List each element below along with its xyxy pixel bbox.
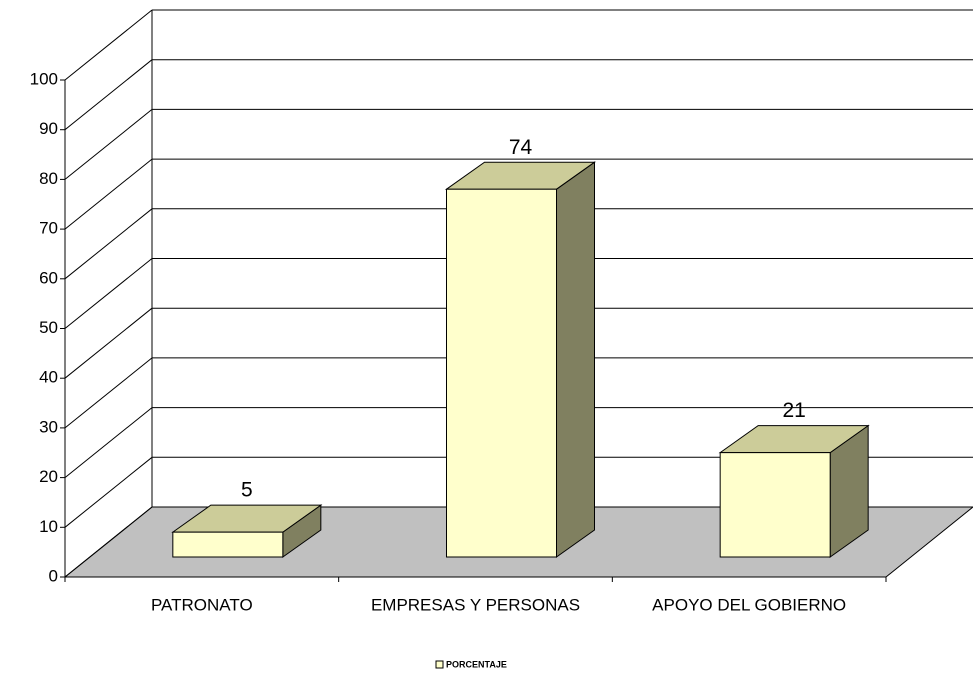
- side-grid-line: [64, 407, 153, 478]
- bar-front: [446, 188, 557, 558]
- side-grid-line: [64, 506, 153, 578]
- side-grid-line: [64, 307, 153, 379]
- x-tick-label: PATRONATO: [151, 595, 253, 614]
- legend-swatch: [435, 660, 444, 669]
- bar: [718, 424, 870, 558]
- bar-front: [719, 452, 831, 558]
- value-label: 21: [782, 399, 805, 422]
- y-tick-label: 70: [39, 219, 58, 238]
- y-tick-label: 60: [39, 268, 58, 287]
- y-tick-label: 50: [39, 318, 58, 337]
- y-tick-label: 80: [39, 169, 58, 188]
- bar-front: [172, 531, 284, 558]
- legend: PORCENTAJE: [435, 659, 507, 669]
- side-grid-line: [64, 258, 153, 329]
- y-tick-label: 40: [39, 368, 58, 387]
- side-grid-line: [64, 456, 153, 528]
- bar: [171, 504, 323, 558]
- value-label: 5: [241, 479, 253, 502]
- y-tick-label: 0: [49, 566, 58, 585]
- side-grid-line: [64, 158, 153, 230]
- side-grid-line: [64, 357, 153, 429]
- y-tick-label: 100: [30, 69, 58, 88]
- side-grid-line: [64, 9, 153, 81]
- side-grid-line: [64, 59, 153, 131]
- bar-side: [556, 161, 595, 558]
- y-tick-label: 20: [39, 467, 58, 486]
- bar: [444, 161, 597, 558]
- side-grid-line: [64, 109, 153, 180]
- y-tick-label: 10: [39, 517, 58, 536]
- value-label: 74: [509, 136, 533, 159]
- x-tick-label: APOYO DEL GOBIERNO: [652, 595, 846, 614]
- y-tick-label: 30: [39, 417, 58, 436]
- legend-label: PORCENTAJE: [446, 659, 507, 669]
- side-grid-line: [64, 208, 153, 280]
- y-tick-label: 90: [39, 119, 58, 138]
- x-tick-label: EMPRESAS Y PERSONAS: [371, 595, 580, 614]
